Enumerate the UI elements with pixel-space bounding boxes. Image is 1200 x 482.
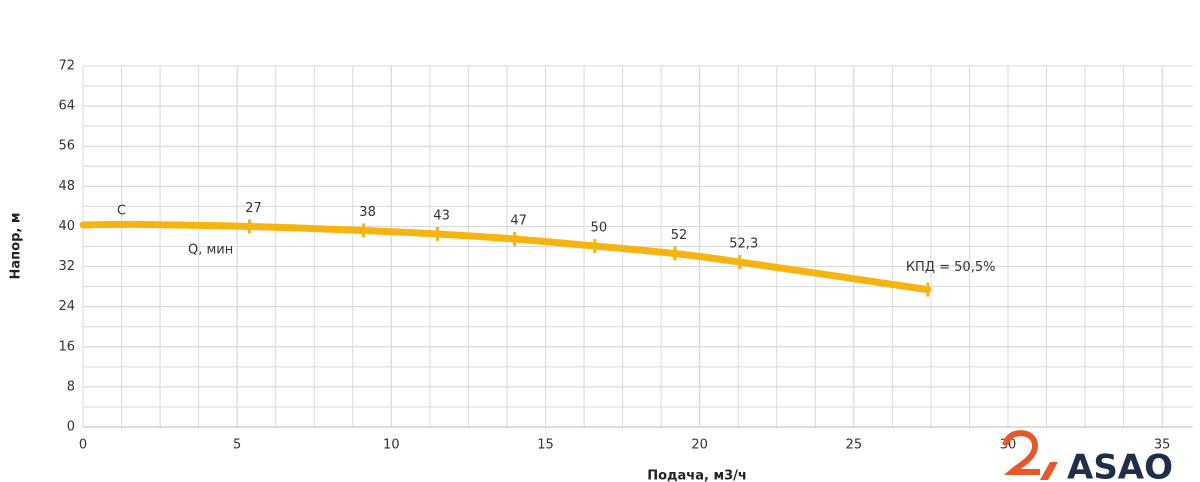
annotation: Q, мин [188,242,233,257]
y-tick-label: 72 [58,59,75,74]
y-tick-label: 24 [58,299,75,314]
efficiency-label: 50 [591,220,608,235]
annotation: С [117,203,126,218]
efficiency-label: 43 [433,208,450,223]
y-tick-label: 40 [58,219,75,234]
y-tick-label: 0 [67,420,75,435]
y-tick-label: 56 [58,139,75,154]
logo-mark [1003,430,1040,475]
x-tick-label: 10 [383,438,400,453]
x-tick-label: 5 [233,438,241,453]
annotation: КПД = 50,5% [906,260,996,275]
x-axis-title: Подача, м3/ч [647,469,747,482]
x-tick-label: 15 [537,438,554,453]
x-tick-label: 20 [691,438,708,453]
x-tick-label: 0 [79,438,87,453]
efficiency-label: 38 [359,205,376,220]
efficiency-label: 52 [671,228,688,243]
efficiency-label: 47 [510,213,527,228]
y-tick-label: 8 [67,379,75,394]
logo-text: ASAO [1067,448,1173,482]
y-tick-label: 64 [58,99,75,114]
efficiency-label: 52,3 [729,237,758,252]
x-tick-label: 35 [1154,438,1171,453]
y-tick-label: 16 [58,339,75,354]
efficiency-label: 27 [245,201,262,216]
logo: ASAO [1003,430,1173,482]
logo-mark [1040,462,1058,480]
curve [79,220,932,294]
y-tick-label: 48 [58,179,75,194]
y-tick-label: 32 [58,259,75,274]
x-tick-label: 25 [846,438,863,453]
y-axis-title: Напор, м [9,213,24,280]
